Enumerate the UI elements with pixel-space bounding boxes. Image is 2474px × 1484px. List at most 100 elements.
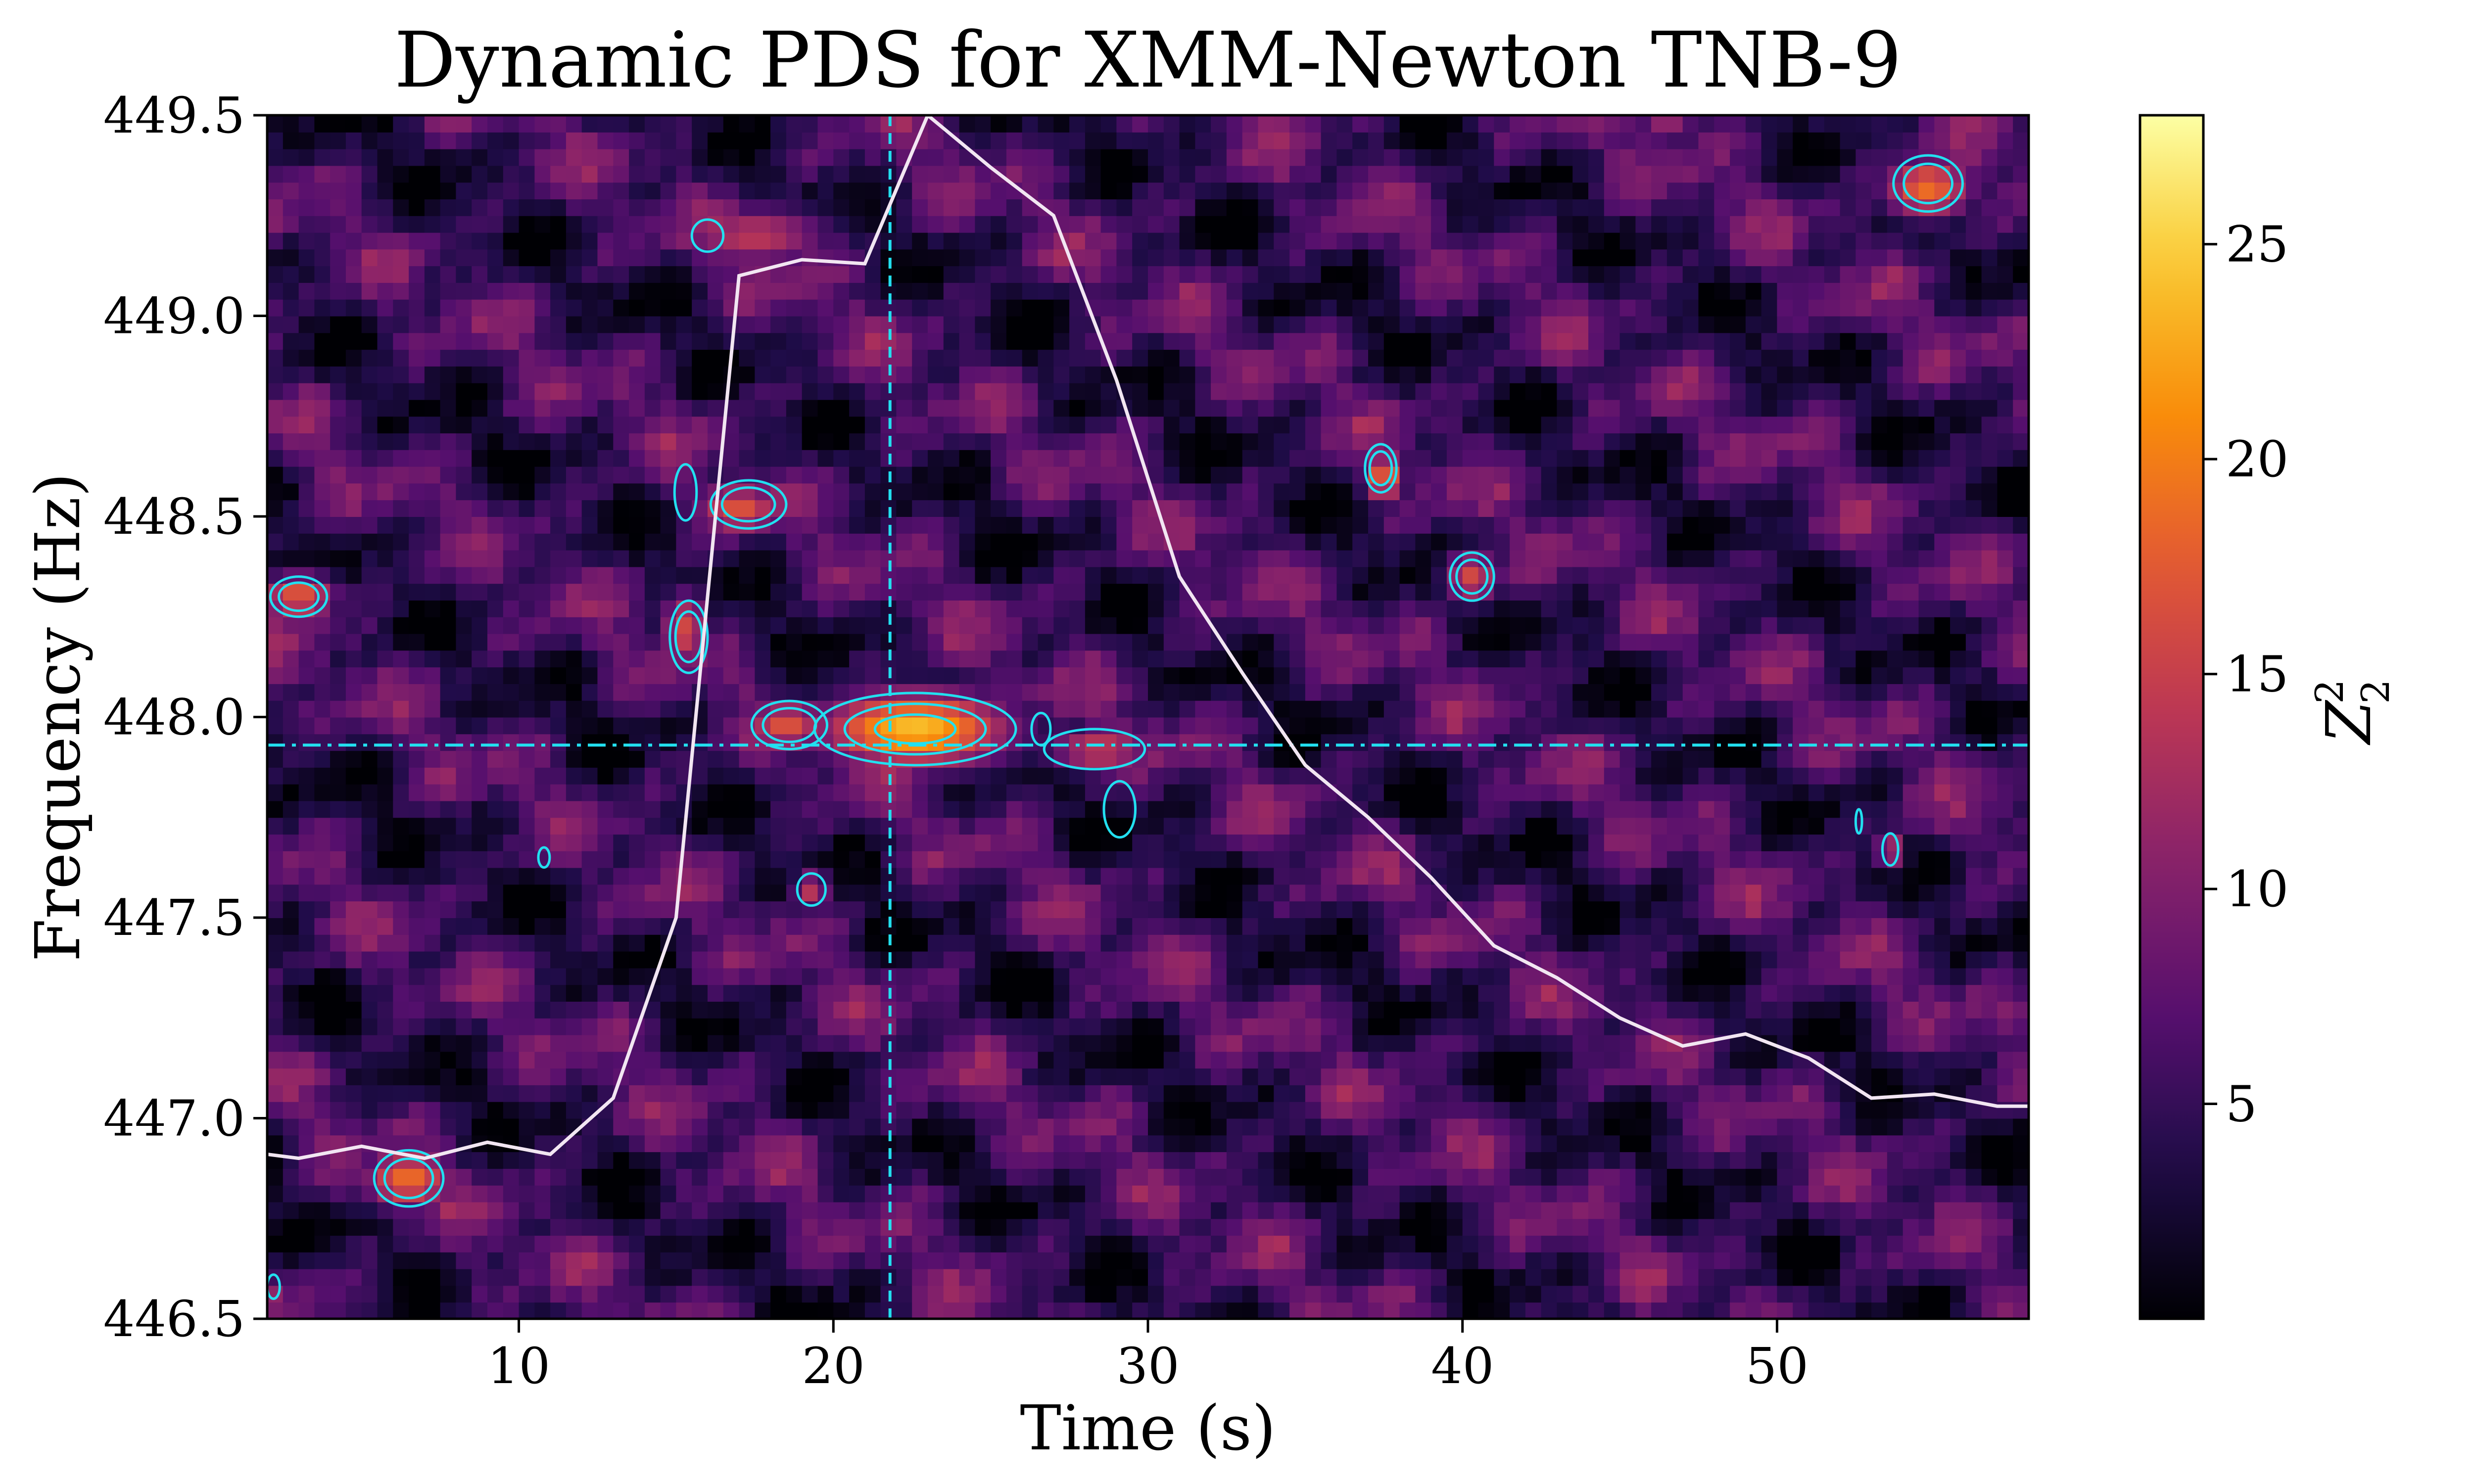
heatmap-cell xyxy=(1148,115,1164,133)
heatmap-cell xyxy=(566,449,582,467)
heatmap-cell xyxy=(692,266,708,283)
heatmap-cell xyxy=(283,1118,299,1136)
heatmap-cell xyxy=(817,1152,834,1169)
heatmap-cell xyxy=(1305,884,1322,902)
heatmap-cell xyxy=(723,616,740,634)
heatmap-cell xyxy=(755,1168,771,1186)
heatmap-cell xyxy=(456,433,473,450)
heatmap-cell xyxy=(440,366,457,383)
heatmap-cell xyxy=(1085,266,1101,283)
heatmap-cell xyxy=(298,700,315,718)
heatmap-cell xyxy=(817,382,834,400)
heatmap-cell xyxy=(1069,1268,1086,1286)
heatmap-cell xyxy=(692,416,708,434)
heatmap-cell xyxy=(1242,1252,1259,1269)
heatmap-cell xyxy=(770,984,787,1002)
heatmap-cell xyxy=(723,633,740,651)
heatmap-cell xyxy=(723,165,740,183)
heatmap-cell xyxy=(912,968,928,985)
heatmap-cell xyxy=(770,115,787,133)
heatmap-cell xyxy=(629,834,645,851)
heatmap-cell xyxy=(708,1135,724,1153)
heatmap-cell xyxy=(1195,1034,1212,1052)
heatmap-cell xyxy=(1053,332,1070,350)
heatmap-cell xyxy=(424,1302,441,1319)
heatmap-cell xyxy=(1305,1252,1322,1269)
heatmap-cell xyxy=(817,282,834,300)
heatmap-cell xyxy=(1305,633,1322,651)
heatmap-cell xyxy=(864,566,881,584)
heatmap-cell xyxy=(1305,817,1322,835)
heatmap-cell xyxy=(1038,382,1054,400)
heatmap-cell xyxy=(975,1185,992,1203)
heatmap-cell xyxy=(487,1101,504,1119)
heatmap-cell xyxy=(424,349,441,367)
heatmap-cell xyxy=(267,767,284,785)
heatmap-cell xyxy=(1195,399,1212,417)
heatmap-cell xyxy=(1038,951,1054,969)
heatmap-cell xyxy=(298,299,315,317)
heatmap-cell xyxy=(864,650,881,668)
heatmap-cell xyxy=(928,132,944,149)
heatmap-cell xyxy=(1321,800,1337,818)
heatmap-cell xyxy=(1179,884,1196,902)
heatmap-cell xyxy=(283,968,299,985)
heatmap-cell xyxy=(1038,316,1054,333)
heatmap-cell xyxy=(1336,249,1353,267)
heatmap-cell xyxy=(1352,1285,1369,1303)
heatmap-cell xyxy=(1132,834,1148,851)
heatmap-cell xyxy=(377,800,394,818)
heatmap-cell xyxy=(928,232,944,250)
heatmap-cell xyxy=(472,650,488,668)
heatmap-cell xyxy=(739,1185,756,1203)
heatmap-cell xyxy=(314,232,331,250)
heatmap-cell xyxy=(298,1218,315,1236)
heatmap-cell xyxy=(849,968,865,985)
heatmap-cell xyxy=(770,1185,787,1203)
heatmap-cell xyxy=(409,132,425,149)
heatmap-cell xyxy=(550,282,567,300)
heatmap-cell xyxy=(817,1084,834,1102)
heatmap-cell xyxy=(802,1218,818,1236)
heatmap-cell xyxy=(802,148,818,166)
heatmap-cell xyxy=(283,683,299,701)
heatmap-cell xyxy=(1179,600,1196,617)
heatmap-cell xyxy=(1132,399,1148,417)
heatmap-cell xyxy=(314,650,331,668)
heatmap-cell xyxy=(1038,1152,1054,1169)
heatmap-cell xyxy=(472,182,488,199)
heatmap-cell xyxy=(928,533,944,551)
heatmap-cell xyxy=(330,566,346,584)
heatmap-cell xyxy=(424,1218,441,1236)
heatmap-cell xyxy=(1195,349,1212,367)
heatmap-cell xyxy=(912,583,928,601)
heatmap-cell xyxy=(849,650,865,668)
heatmap-cell xyxy=(739,148,756,166)
heatmap-cell xyxy=(1022,918,1039,935)
heatmap-cell xyxy=(833,1068,850,1085)
heatmap-cell xyxy=(943,1235,960,1252)
heatmap-cell xyxy=(519,1302,535,1319)
heatmap-cell xyxy=(676,1235,693,1252)
heatmap-cell xyxy=(1116,633,1133,651)
heatmap-cell xyxy=(912,767,928,785)
heatmap-cell xyxy=(833,449,850,467)
heatmap-cell xyxy=(1242,583,1259,601)
heatmap-cell xyxy=(503,717,520,735)
heatmap-cell xyxy=(361,266,378,283)
heatmap-cell xyxy=(519,1252,535,1269)
heatmap-cell xyxy=(519,817,535,835)
heatmap-cell xyxy=(802,884,818,902)
heatmap-cell xyxy=(864,1152,881,1169)
heatmap-cell xyxy=(1305,566,1322,584)
heatmap-cell xyxy=(519,600,535,617)
heatmap-cell xyxy=(424,934,441,952)
heatmap-cell xyxy=(409,667,425,684)
heatmap-cell xyxy=(1179,449,1196,467)
heatmap-cell xyxy=(991,784,1007,801)
heatmap-cell xyxy=(267,449,284,467)
heatmap-cell xyxy=(393,633,410,651)
heatmap-cell xyxy=(1100,700,1117,718)
heatmap-cell xyxy=(456,1302,473,1319)
heatmap-cell xyxy=(424,483,441,501)
